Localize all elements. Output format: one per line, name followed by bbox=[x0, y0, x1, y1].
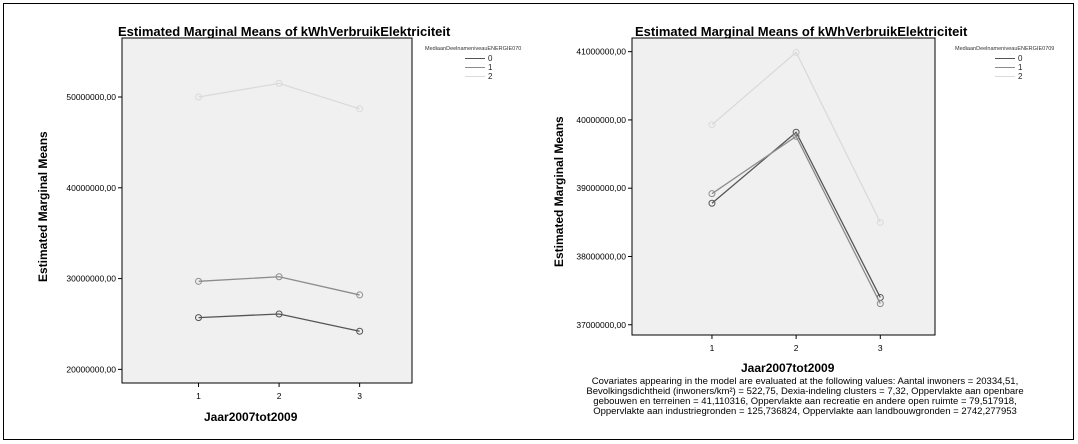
chart2-y-tick-label: 37000000,00 bbox=[576, 320, 626, 330]
chart2-legend-item-0: 0 bbox=[995, 54, 1054, 63]
chart2-legend-item-1: 1 bbox=[995, 63, 1054, 72]
footnote-line-4: Oppervlakte aan industriegronden = 125,7… bbox=[593, 406, 1017, 417]
chart1-y-tick-label: 40000000,00 bbox=[66, 183, 116, 193]
chart1-y-tick-label: 30000000,00 bbox=[66, 274, 116, 284]
chart2-series-1-point bbox=[876, 300, 884, 308]
chart1-series-0-point bbox=[275, 310, 283, 318]
chart1-series-2-point bbox=[275, 79, 283, 87]
chart1-plot-area bbox=[121, 37, 413, 384]
chart1-series-1-line bbox=[198, 276, 360, 296]
chart1-series-0-line bbox=[198, 313, 360, 332]
chart1-legend-label-2: 2 bbox=[488, 72, 493, 81]
chart2-series-2-point bbox=[708, 121, 716, 129]
chart2-legend-label-1: 1 bbox=[1018, 63, 1023, 72]
chart1-legend-item-0: 0 bbox=[465, 54, 521, 63]
chart2-series-0-point bbox=[708, 199, 716, 207]
chart1-legend-label-0: 0 bbox=[488, 54, 493, 63]
chart1-legend-item-1: 1 bbox=[465, 63, 521, 72]
chart2-title: Estimated Marginal Means of kWhVerbruikE… bbox=[635, 24, 968, 39]
chart1-x-axis-label: Jaar2007tot2009 bbox=[204, 410, 298, 424]
chart1-series-0-point bbox=[356, 327, 364, 335]
chart1-title: Estimated Marginal Means of kWhVerbruikE… bbox=[118, 24, 451, 39]
chart2-series-1-point bbox=[792, 132, 800, 140]
chart1-series-1-point bbox=[275, 273, 283, 281]
chart1-legend-label-1: 1 bbox=[488, 63, 493, 72]
footnote-line-1: Covariates appearing in the model are ev… bbox=[591, 376, 1019, 387]
chart2-y-tick-label: 38000000,00 bbox=[576, 251, 626, 261]
chart2-y-tick-label: 41000000,00 bbox=[576, 47, 626, 57]
chart1-legend: MediaanDeelnameniveauENERGIE070 0 1 2 bbox=[425, 46, 521, 81]
chart2-series-2-line bbox=[711, 51, 881, 223]
chart1-series-1-point bbox=[356, 291, 364, 299]
chart1-series-1-point bbox=[195, 277, 203, 285]
chart2-x-tick-label: 3 bbox=[878, 343, 883, 353]
chart2-series-0-point bbox=[792, 128, 800, 136]
chart2-series-1-line bbox=[711, 135, 881, 304]
footnote-line-2: Bevolkingsdichtheid (inwoners/km²) = 522… bbox=[586, 386, 1024, 397]
chart2-series-2-point bbox=[792, 48, 800, 56]
chart2-legend: MediaanDeelnameniveauENERGIE0709 0 1 2 bbox=[955, 46, 1054, 81]
chart1-series-2-line bbox=[198, 82, 360, 110]
chart2-x-axis-label: Jaar2007tot2009 bbox=[741, 361, 835, 375]
chart1-legend-item-2: 2 bbox=[465, 72, 521, 81]
chart1-x-tick-label: 3 bbox=[357, 391, 362, 401]
chart1-x-tick-label: 2 bbox=[277, 391, 282, 401]
footnote-line-3: gebouwen en terreinen = 41,110316, Opper… bbox=[593, 396, 1017, 407]
chart2-legend-label-2: 2 bbox=[1018, 72, 1023, 81]
chart2-legend-label-0: 0 bbox=[1018, 54, 1023, 63]
chart2-series-1-point bbox=[708, 190, 716, 198]
chart1-series-2-point bbox=[195, 93, 203, 101]
chart2-y-tick-label: 39000000,00 bbox=[576, 183, 626, 193]
chart2-series-2-point bbox=[876, 218, 884, 226]
covariates-footnote: Covariates appearing in the model are ev… bbox=[536, 377, 1074, 417]
chart1-y-tick-label: 50000000,00 bbox=[66, 92, 116, 102]
chart2-x-tick-label: 2 bbox=[794, 343, 799, 353]
chart1-legend-title: MediaanDeelnameniveauENERGIE070 bbox=[425, 46, 522, 52]
chart2-legend-item-2: 2 bbox=[995, 72, 1054, 81]
chart1-series-0-point bbox=[195, 314, 203, 322]
chart1-x-tick-label: 1 bbox=[196, 391, 201, 401]
chart2-plot-area bbox=[631, 37, 936, 336]
chart2-legend-title: MediaanDeelnameniveauENERGIE0709 bbox=[955, 46, 1055, 52]
chart1-y-tick-label: 20000000,00 bbox=[66, 364, 116, 374]
chart2-x-tick-label: 1 bbox=[710, 343, 715, 353]
chart1-series-2-point bbox=[356, 105, 364, 113]
chart2-y-tick-label: 40000000,00 bbox=[576, 115, 626, 125]
chart2-series-0-line bbox=[711, 131, 881, 298]
